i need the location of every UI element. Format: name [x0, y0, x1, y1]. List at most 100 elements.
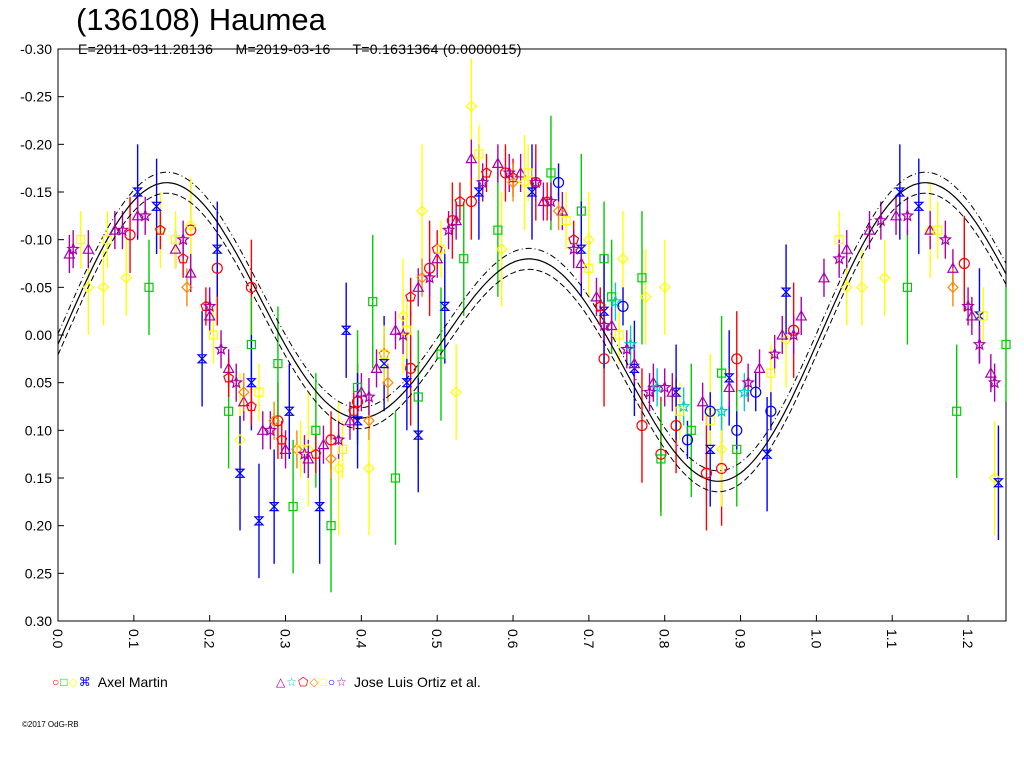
- data-point: [788, 324, 800, 336]
- data-point: [401, 378, 413, 388]
- y-tick-label: 0.10: [25, 422, 52, 438]
- data-point: [541, 195, 553, 207]
- data-point: [283, 406, 295, 416]
- data-point: [894, 187, 906, 197]
- data-point: [1001, 339, 1011, 350]
- data-point: [102, 235, 112, 245]
- y-tick-label: 0.05: [25, 375, 52, 391]
- data-point: [776, 328, 789, 340]
- data-point: [537, 195, 550, 207]
- data-point: [382, 376, 394, 389]
- data-point: [154, 224, 166, 235]
- data-point: [614, 330, 624, 340]
- data-point: [131, 209, 144, 221]
- x-tick-label: 1.0: [808, 629, 824, 649]
- data-point: [670, 419, 682, 432]
- data-point: [741, 375, 755, 389]
- data-point: [765, 405, 777, 417]
- y-tick-label: -0.15: [20, 184, 52, 200]
- data-point: [245, 400, 257, 412]
- legend-marker: ◇: [68, 675, 79, 689]
- data-point: [766, 368, 776, 378]
- data-point: [987, 375, 1002, 389]
- data-point: [214, 342, 228, 356]
- data-point: [311, 425, 321, 435]
- data-point: [598, 306, 610, 316]
- data-point: [780, 287, 792, 297]
- data-point: [184, 219, 197, 232]
- data-point: [317, 438, 330, 450]
- data-point: [405, 291, 417, 302]
- data-point: [181, 281, 193, 294]
- data-point: [436, 244, 446, 254]
- data-point: [642, 385, 657, 398]
- legend-marker: ⌘: [78, 675, 92, 689]
- data-point: [340, 325, 352, 335]
- model-curves: [57, 171, 1007, 493]
- data-point: [272, 415, 284, 427]
- data-point: [416, 205, 428, 217]
- data-point: [873, 213, 888, 227]
- y-tick-label: -0.20: [20, 136, 52, 152]
- data-point: [731, 353, 743, 365]
- data-point: [439, 301, 451, 311]
- x-tick-label: 0.3: [278, 629, 294, 649]
- data-point: [890, 209, 903, 221]
- data-point: [224, 406, 234, 416]
- data-point: [465, 152, 478, 164]
- data-point: [546, 168, 556, 178]
- data-point: [566, 242, 581, 255]
- data-point: [378, 359, 390, 369]
- data-point: [924, 223, 937, 235]
- data-point: [441, 222, 456, 236]
- data-point: [878, 271, 891, 284]
- legend-marker: □: [60, 675, 69, 689]
- data-point: [363, 462, 375, 475]
- data-point: [840, 281, 853, 294]
- data-point: [63, 247, 76, 259]
- data-point: [196, 354, 208, 364]
- data-point: [473, 187, 485, 197]
- data-point: [786, 327, 801, 341]
- error-bars: [68, 58, 1007, 593]
- data-point: [958, 257, 970, 270]
- data-point: [253, 516, 265, 526]
- data-point: [666, 385, 679, 397]
- data-point: [465, 195, 477, 208]
- data-point: [475, 175, 490, 189]
- model-curve: [57, 182, 1007, 482]
- data-point: [132, 187, 144, 197]
- data-point: [731, 424, 743, 436]
- y-tick-label: -0.30: [20, 41, 52, 57]
- data-point: [552, 176, 565, 189]
- data-point: [636, 419, 648, 432]
- data-point: [184, 266, 197, 278]
- data-point: [412, 281, 425, 292]
- data-point: [714, 404, 729, 417]
- data-point: [279, 443, 292, 454]
- data-point: [961, 299, 975, 313]
- data-point: [681, 434, 694, 446]
- x-tick-label: 1.2: [960, 629, 976, 649]
- data-point: [245, 378, 257, 388]
- data-point: [656, 454, 666, 464]
- data-point: [704, 444, 716, 454]
- data-point: [761, 449, 773, 459]
- data-point: [514, 166, 527, 178]
- data-point: [368, 297, 378, 307]
- x-tick-label: 0.8: [657, 629, 673, 649]
- data-point: [370, 362, 383, 373]
- data-point: [856, 281, 868, 294]
- data-point: [234, 468, 246, 478]
- data-point: [984, 366, 997, 378]
- data-point: [834, 235, 844, 245]
- data-point: [716, 368, 727, 378]
- y-tick-label: 0.25: [25, 565, 52, 581]
- data-point: [480, 167, 493, 178]
- data-point: [337, 444, 347, 454]
- data-point: [495, 243, 508, 256]
- chart-title: (136108) Haumea: [76, 2, 326, 37]
- legend-marker: □: [319, 675, 328, 689]
- data-point: [617, 300, 629, 312]
- data-point: [310, 448, 322, 459]
